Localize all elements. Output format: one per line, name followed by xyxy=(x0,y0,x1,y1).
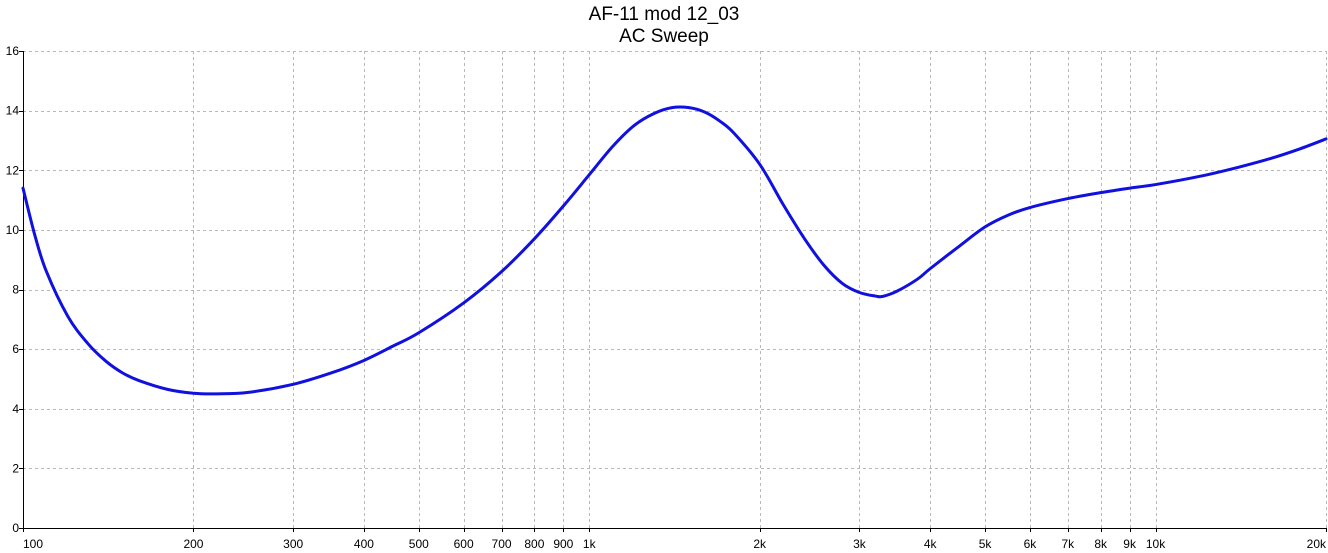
y-tick-label: 0 xyxy=(12,521,19,535)
x-tick-label: 900 xyxy=(553,537,573,551)
y-tick-label: 6 xyxy=(12,342,19,356)
x-tick-label: 600 xyxy=(454,537,474,551)
x-tick-label: 10k xyxy=(1146,537,1166,551)
x-tick-label: 6k xyxy=(1024,537,1038,551)
y-tick-label: 16 xyxy=(6,44,20,58)
x-tick-label: 3k xyxy=(853,537,867,551)
x-tick-label: 700 xyxy=(492,537,512,551)
series-line xyxy=(21,105,1328,396)
x-tick-label: 8k xyxy=(1094,537,1108,551)
x-tick-label: 400 xyxy=(354,537,374,551)
x-tick-label: 1k xyxy=(583,537,597,551)
y-tick-label: 10 xyxy=(6,223,20,237)
x-tick-label: 300 xyxy=(283,537,303,551)
y-tick-label: 2 xyxy=(12,461,19,475)
x-tick-label: 200 xyxy=(183,537,203,551)
chart-title: AF-11 mod 12_03 xyxy=(589,4,740,25)
y-tick-label: 14 xyxy=(6,104,20,118)
tick-labels: 0 2 4 6 8 10 12 14 16 100 200 300 400 500 600 700 800 900… xyxy=(6,44,1327,551)
x-tick-label: 9k xyxy=(1123,537,1137,551)
x-tick-label: 20k xyxy=(1307,537,1327,551)
x-tick-label: 5k xyxy=(979,537,993,551)
axes xyxy=(19,51,1327,532)
y-tick-label: 8 xyxy=(12,283,19,297)
x-tick-label: 7k xyxy=(1061,537,1075,551)
x-tick-label: 100 xyxy=(23,537,43,551)
x-tick-label: 800 xyxy=(524,537,544,551)
grid xyxy=(23,51,1327,528)
series xyxy=(21,105,1328,396)
y-tick-label: 4 xyxy=(12,402,19,416)
chart-subtitle: AC Sweep xyxy=(619,26,709,47)
x-tick-label: 4k xyxy=(924,537,938,551)
y-tick-label: 12 xyxy=(6,163,20,177)
x-tick-label: 500 xyxy=(409,537,429,551)
x-tick-label: 2k xyxy=(753,537,767,551)
